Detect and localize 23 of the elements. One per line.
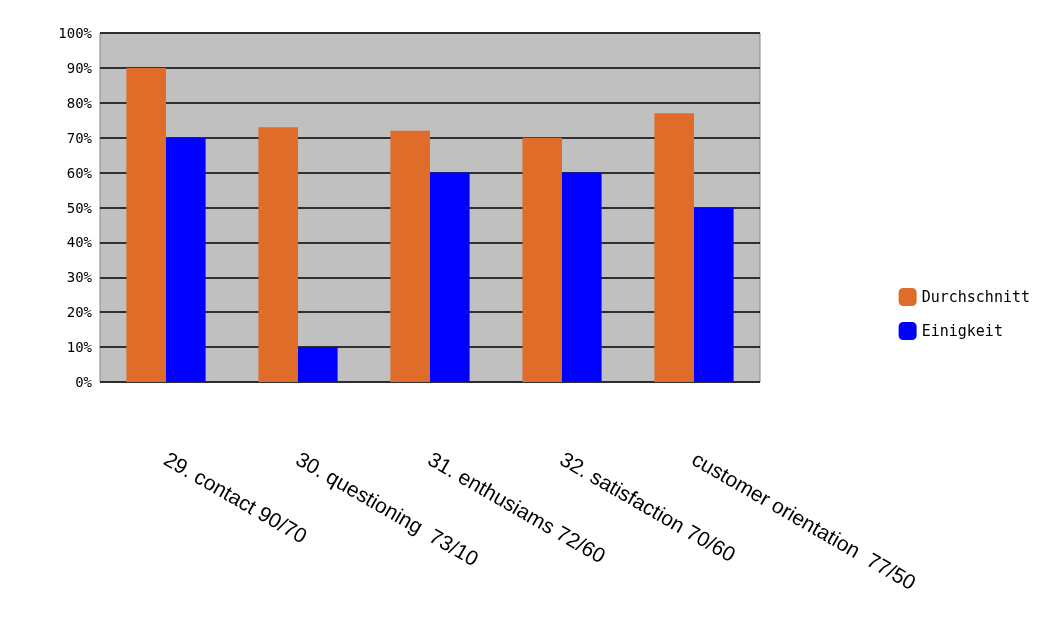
y-tick-label: 10% — [66, 339, 93, 356]
bar — [694, 207, 734, 382]
y-tick-label: 40% — [66, 234, 93, 251]
bar — [654, 113, 694, 382]
y-tick-label: 60% — [66, 164, 93, 181]
legend-label: Einigkeit — [921, 322, 1003, 340]
bar — [390, 130, 430, 382]
y-tick-label: 80% — [66, 94, 93, 111]
legend-label: Durchschnitt — [921, 288, 1031, 306]
bar — [298, 347, 338, 382]
bar — [126, 67, 166, 382]
bar — [166, 137, 206, 382]
y-tick-label: 30% — [66, 269, 93, 286]
y-tick-label: 50% — [66, 199, 93, 216]
bar — [430, 172, 470, 382]
y-tick-label: 100% — [58, 25, 93, 41]
y-tick-label: 90% — [66, 59, 93, 76]
bar — [562, 172, 602, 382]
y-tick-label: 20% — [66, 304, 93, 321]
y-tick-label: 0% — [75, 374, 93, 390]
bar — [258, 127, 298, 382]
bar — [522, 137, 562, 382]
y-tick-label: 70% — [66, 129, 93, 146]
